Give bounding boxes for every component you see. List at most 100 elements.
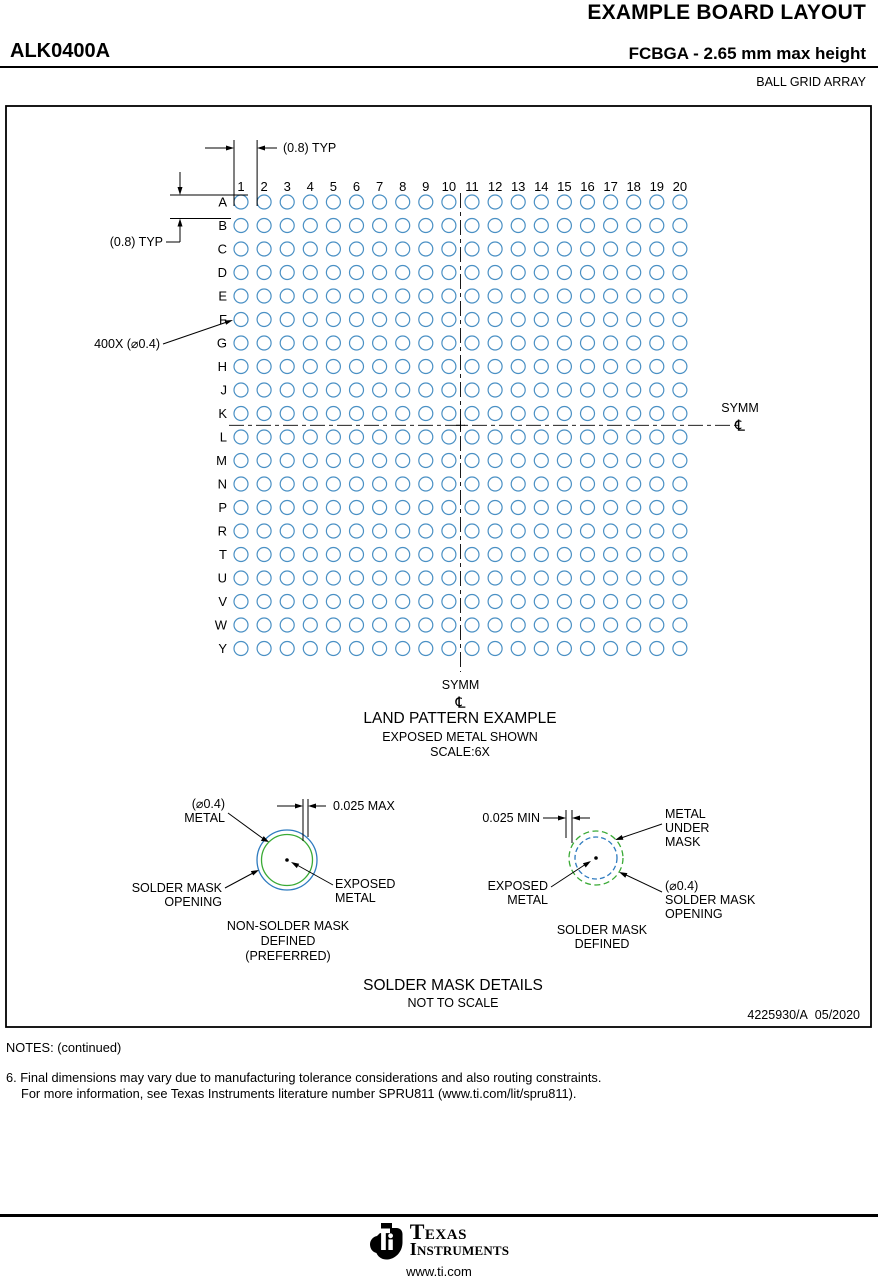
ball-pad [579,546,596,563]
ball-pad [626,593,642,610]
nsmd-caption-3: (PREFERRED) [245,949,330,963]
ball-pad [372,288,388,304]
ball-pad [464,640,480,657]
ball-pad [233,570,249,586]
ball-pad [556,311,573,328]
ball-pad [372,241,388,257]
ball-pad [372,335,388,351]
ball-pad [302,335,318,351]
ball-pad [325,358,341,375]
ball-pad [395,194,411,210]
ti-wordmark: Texas Instruments [409,1219,510,1259]
ball-pad [487,523,503,539]
ball-pad [279,311,295,328]
ball-pad [348,405,365,422]
row-label: W [215,618,228,633]
ball-pad [233,382,249,398]
ball-pad [441,241,457,257]
row-label: A [218,195,227,210]
ball-pad [233,288,249,304]
ball-pad [602,194,619,210]
ball-pad [325,640,341,657]
ball-pad [348,476,365,492]
ball-pad [602,523,619,539]
ball-pad [372,264,388,281]
ball-pad [487,311,503,328]
ball-pad [556,523,573,539]
left-pitch-dimension: (0.8) TYP [110,172,248,249]
column-label: 3 [284,179,291,194]
ball-pad [487,452,503,469]
ball-pad [487,593,503,610]
ball-pad [487,405,503,422]
board-layout-drawing: 1 2 3 4 5 6 7 8 9 10 11 12 13 14 15 16 17 18 19 20 ABCDEFGH… [5,105,872,1028]
row-label: N [218,477,227,492]
ball-pad [233,241,249,257]
ball-pad [487,429,503,445]
ball-pad [418,264,434,281]
ball-pad [256,640,272,657]
ball-pad [626,311,642,328]
ball-pad [325,452,341,469]
row-label: U [218,571,227,586]
ball-pad [279,499,295,516]
ball-pad [395,640,411,657]
ball-pad [556,288,573,304]
row-label: C [218,242,227,257]
ball-pad [418,358,434,375]
ball-pad [579,523,596,539]
ball-pad [256,194,272,210]
ball-pad [372,546,388,563]
ball-pad [348,499,365,516]
ball-pad [302,217,318,234]
ball-pad [372,217,388,234]
nsmd-metal-circle [260,833,314,887]
ti-brand-line1: Texas [409,1219,467,1244]
ball-pad [395,452,411,469]
ball-count-label: 400X (⌀0.4) [94,337,160,351]
ball-pad [579,335,596,351]
ball-pad [279,335,295,351]
centerline-symbol-bottom: ℄ [455,695,467,712]
ball-pad [279,429,295,445]
ball-pad [233,499,249,516]
ball-pad [279,241,295,257]
ball-pad [649,640,665,657]
ball-pad [487,640,503,657]
ball-pad [325,241,341,257]
ball-pad [302,499,318,516]
ball-pad [418,546,434,563]
ball-pad [487,546,503,563]
row-label: J [221,383,228,398]
top-pitch-label: (0.8) TYP [283,141,336,155]
ball-pad [487,617,503,633]
ball-pad [302,241,318,257]
ball-pad [256,311,272,328]
smd-opening-label-3: OPENING [665,907,723,921]
ball-pad [256,382,272,398]
ball-pad [348,617,365,633]
ball-pad [510,593,526,610]
left-pitch-label: (0.8) TYP [110,235,163,249]
smd-dim-label: 0.025 MIN [482,811,540,825]
ball-pad [533,429,549,445]
header-rule [0,66,878,68]
ball-pad [672,217,688,234]
ball-pad [510,617,526,633]
ball-pad [302,476,318,492]
ball-pad [649,288,665,304]
ball-pad [256,523,272,539]
ball-pad [395,499,411,516]
ball-pad [372,311,388,328]
ball-pad [395,335,411,351]
ball-pad [418,429,434,445]
ball-pad [418,476,434,492]
ball-pad [602,546,619,563]
ball-pad [233,640,249,657]
row-label: G [217,336,227,351]
ball-pad [579,640,596,657]
ball-pad [626,640,642,657]
ball-pad [533,476,549,492]
smd-opening-label-1: (⌀0.4) [665,879,698,893]
ball-pad [395,593,411,610]
